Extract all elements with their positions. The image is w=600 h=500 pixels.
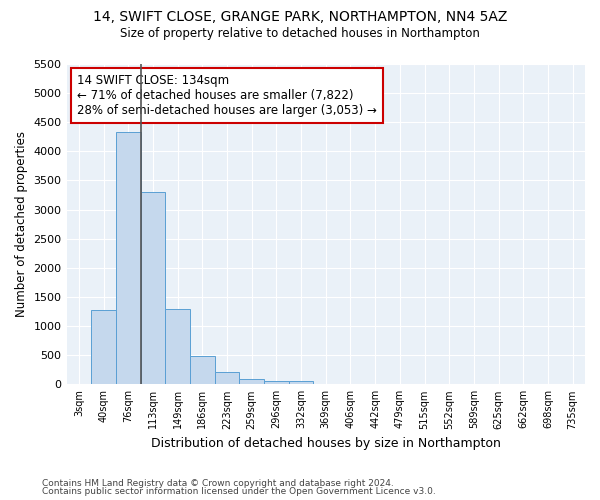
Bar [215, 372, 239, 384]
Text: Size of property relative to detached houses in Northampton: Size of property relative to detached ho… [120, 28, 480, 40]
Bar [190, 356, 215, 384]
Bar [91, 310, 116, 384]
Text: 14, SWIFT CLOSE, GRANGE PARK, NORTHAMPTON, NN4 5AZ: 14, SWIFT CLOSE, GRANGE PARK, NORTHAMPTO… [93, 10, 507, 24]
Text: Contains HM Land Registry data © Crown copyright and database right 2024.: Contains HM Land Registry data © Crown c… [42, 478, 394, 488]
Bar [239, 380, 264, 384]
Bar [116, 132, 140, 384]
Text: Contains public sector information licensed under the Open Government Licence v3: Contains public sector information licen… [42, 487, 436, 496]
Bar [264, 381, 289, 384]
Y-axis label: Number of detached properties: Number of detached properties [15, 131, 28, 317]
Bar [140, 192, 165, 384]
Bar [289, 381, 313, 384]
Bar [165, 310, 190, 384]
Text: 14 SWIFT CLOSE: 134sqm
← 71% of detached houses are smaller (7,822)
28% of semi-: 14 SWIFT CLOSE: 134sqm ← 71% of detached… [77, 74, 377, 116]
X-axis label: Distribution of detached houses by size in Northampton: Distribution of detached houses by size … [151, 437, 501, 450]
